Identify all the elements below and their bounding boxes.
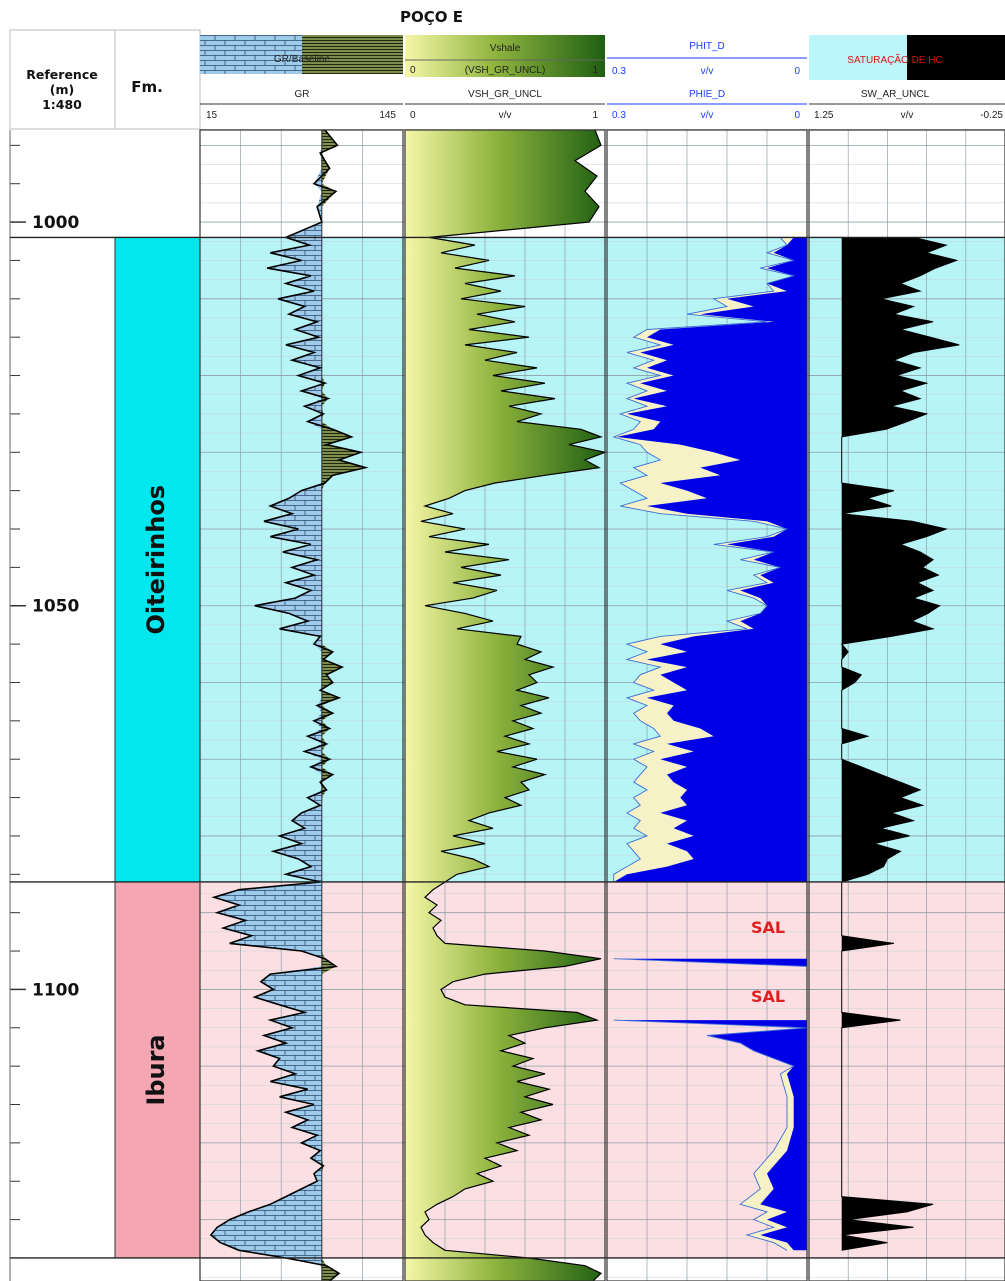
depth-axis: 1000 1050 1100 (9, 130, 115, 1281)
sw-scale-min: 1.25 (814, 110, 834, 121)
reference-scale: 1:480 (42, 97, 82, 112)
sw-header-fill (809, 35, 1005, 80)
gr-track (209, 129, 369, 1281)
phit-scale-max: 0 (794, 66, 800, 77)
formation-band (114, 236, 201, 883)
formation-name: Ibura (142, 1034, 170, 1105)
reference-label: Reference (26, 67, 97, 82)
depth-tick-label: 1100 (32, 980, 79, 1000)
gr-header-curve-name: GR (295, 89, 310, 100)
track-border (404, 129, 606, 1281)
reference-unit: (m) (50, 82, 74, 97)
vsh-header-fill-min: 0 (410, 65, 416, 76)
reference-header-box (9, 29, 116, 130)
gr-scale-min: 15 (206, 110, 218, 121)
saturation-track (840, 236, 960, 1251)
vsh-header-fill-label: Vshale (490, 43, 521, 54)
vsh-scale-max: 1 (592, 110, 598, 121)
vsh-header-curve-name: VSH_GR_UNCL (468, 89, 542, 100)
log-header: POÇO E Reference (m) 1:480 Fm. GR/Baseli… (9, 8, 1005, 131)
vsh-curve (420, 129, 608, 1281)
phit-header-name: PHIT_D (689, 41, 725, 52)
sw-header-fill-label: SATURAÇÃO DE HC (847, 53, 942, 66)
formation-band (114, 881, 201, 1259)
gr-header-fill-label: GR/Baseline (274, 54, 331, 65)
track-border (606, 129, 808, 1281)
sal-annotation: SAL (751, 918, 785, 937)
phie-fill (613, 1020, 807, 1251)
vsh-header-fill-sub: (VSH_GR_UNCL) (465, 65, 546, 76)
depth-tick-label: 1050 (32, 597, 79, 617)
bg-below (200, 1257, 1005, 1281)
gr-curve (209, 129, 369, 1281)
vshale-track (405, 129, 608, 1281)
vsh-header-fill (405, 35, 605, 77)
hc-fill (841, 237, 960, 1251)
phit-scale-min: 0.3 (612, 66, 626, 77)
gr-header-fill-high (302, 35, 403, 74)
phie-scale-max: 0 (794, 110, 800, 121)
phie-fill (613, 237, 807, 882)
vsh-scale-min: 0 (410, 110, 416, 121)
phit-curve (613, 1019, 808, 1251)
formation-header-label: Fm. (131, 78, 163, 96)
phit-scale-unit: v/v (701, 66, 714, 77)
phie-scale-min: 0.3 (612, 110, 626, 121)
sw-scale-unit: v/v (901, 110, 914, 121)
phit-curve (612, 237, 796, 882)
vsh-scale-unit: v/v (499, 110, 512, 121)
formation-column: Oiteirinhos Ibura (10, 130, 1005, 1281)
phi-gap-fill (613, 1020, 807, 1251)
gr-clean-fill (210, 130, 322, 1281)
gr-header-fill-low (200, 35, 302, 74)
phit-curve (613, 958, 808, 967)
depth-axis-bg (10, 130, 115, 1281)
sal-annotation: SAL (751, 987, 785, 1006)
track-border (808, 129, 1005, 1281)
porosity-track (612, 237, 808, 1251)
formation-header-box (114, 29, 201, 130)
gr-scale-max: 145 (379, 110, 396, 121)
phie-header-name: PHIE_D (689, 89, 725, 100)
vsh-fill (405, 130, 605, 1281)
vsh-header-fill-max: 1 (592, 65, 598, 76)
phi-gap-fill (613, 237, 794, 882)
depth-tick-label: 1000 (32, 213, 79, 233)
formation-name: Oiteirinhos (142, 485, 170, 635)
sw-curve (840, 236, 960, 1251)
track-border (199, 129, 404, 1281)
annotations: SAL SAL (751, 918, 785, 1006)
phie-scale-unit: v/v (701, 110, 714, 121)
track-frame (199, 129, 1005, 1281)
chart-title: POÇO E (400, 8, 463, 26)
sw-scale-max: -0.25 (980, 110, 1003, 121)
sw-header-curve-name: SW_AR_UNCL (861, 89, 930, 100)
